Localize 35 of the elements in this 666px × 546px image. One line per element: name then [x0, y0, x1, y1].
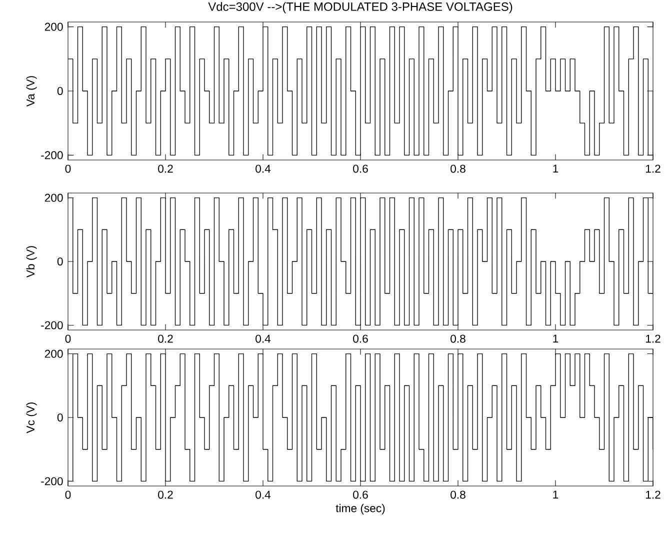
x-tick-label: 1: [553, 334, 558, 343]
x-tick-label: 1.2: [646, 334, 660, 343]
x-tick-label: 0.4: [256, 164, 271, 173]
x-tick-label: 0: [65, 334, 71, 343]
y-tick-label: -200: [41, 477, 63, 486]
x-tick-label: 0: [65, 490, 71, 499]
x-axis-title: time (sec): [336, 504, 385, 514]
x-tick-label: 0.8: [450, 334, 466, 343]
x-tick-label: 0.6: [353, 490, 368, 499]
x-tick-label: 0.6: [353, 334, 368, 343]
x-tick-label: 0.8: [450, 164, 466, 173]
x-tick-label: 0.4: [256, 334, 271, 343]
y-tick-label: 200: [44, 22, 63, 31]
y-axis-title: Vc (V): [26, 402, 37, 434]
x-tick-label: 1.2: [646, 490, 660, 499]
y-tick-label: -200: [41, 321, 63, 330]
y-axis-title: Vb (V): [26, 246, 37, 278]
x-tick-label: 0.6: [353, 164, 368, 173]
y-tick-label: 200: [44, 194, 63, 202]
x-tick-label: 0.4: [256, 490, 271, 499]
x-tick-label: 1.2: [646, 164, 660, 173]
x-tick-label: 0.2: [158, 164, 173, 173]
x-tick-label: 1: [553, 164, 558, 173]
y-tick-label: 0: [57, 257, 63, 266]
x-tick-label: 0.8: [450, 490, 466, 499]
x-tick-label: 0.2: [158, 490, 173, 499]
chart-title: Vdc=300V -->(THE MODULATED 3-PHASE VOLTAGES): [208, 2, 512, 14]
y-axis-title: Va (V): [26, 76, 37, 107]
y-tick-label: 0: [57, 413, 63, 422]
y-tick-label: 200: [44, 350, 63, 358]
x-tick-label: 0.2: [158, 334, 173, 343]
y-tick-label: 0: [57, 86, 63, 95]
x-tick-label: 0: [65, 164, 71, 173]
x-tick-label: 1: [553, 490, 558, 499]
y-tick-label: -200: [41, 151, 63, 160]
